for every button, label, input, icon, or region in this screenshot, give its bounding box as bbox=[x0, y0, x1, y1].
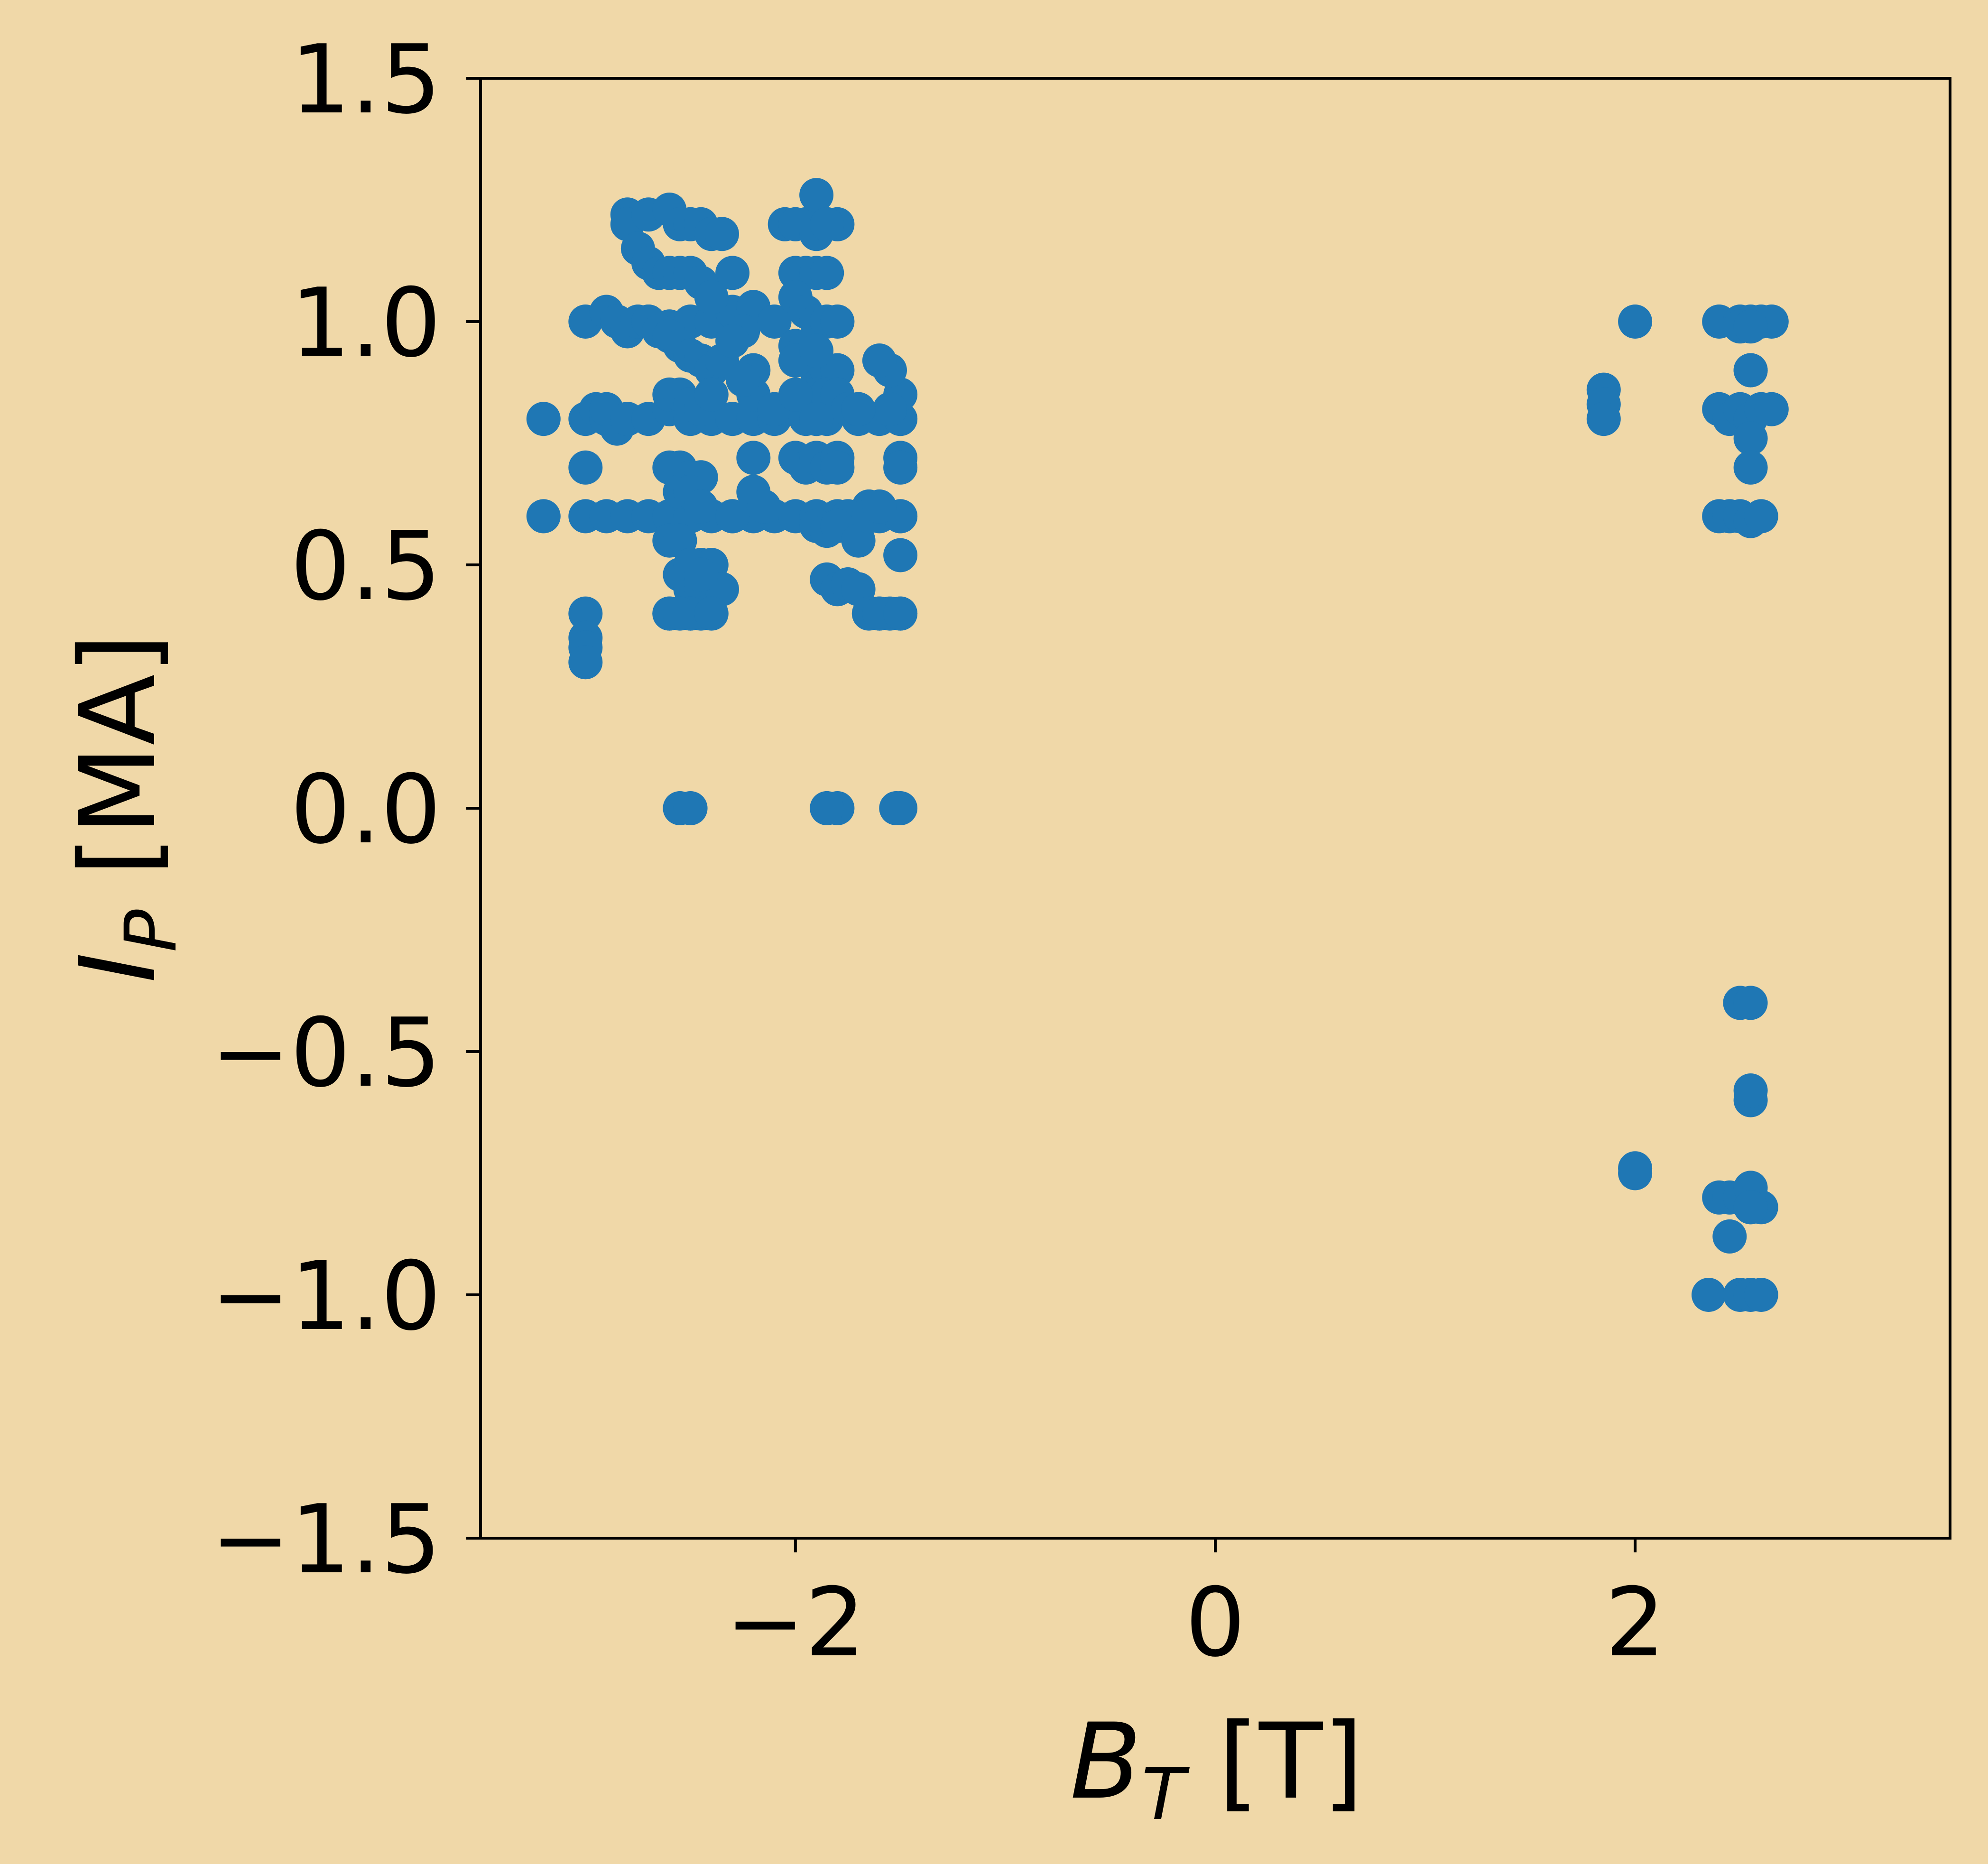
data-point bbox=[1733, 986, 1768, 1020]
data-point bbox=[1733, 421, 1768, 456]
data-point bbox=[684, 557, 718, 592]
y-axis-label: IP [MA] bbox=[57, 633, 193, 983]
data-point bbox=[568, 645, 603, 680]
data-point bbox=[883, 538, 918, 572]
data-point bbox=[705, 217, 739, 251]
x-axis-label-sub: T bbox=[1142, 1753, 1190, 1836]
y-tick-label: 0.5 bbox=[290, 511, 441, 622]
data-point bbox=[1754, 392, 1789, 426]
data-point bbox=[1712, 1219, 1747, 1254]
y-axis-ticks: −1.5 −1.0 −0.5 0.0 0.5 1.0 1.5 bbox=[211, 25, 481, 1595]
data-point bbox=[883, 450, 918, 485]
data-point bbox=[757, 305, 792, 339]
data-point bbox=[715, 324, 750, 358]
data-point bbox=[1618, 305, 1653, 339]
data-point bbox=[526, 402, 561, 436]
data-point bbox=[684, 489, 718, 524]
data-point bbox=[862, 343, 897, 378]
data-point bbox=[694, 377, 729, 412]
data-point bbox=[673, 791, 708, 825]
data-point bbox=[726, 363, 760, 397]
data-point bbox=[1733, 353, 1768, 388]
y-tick-label: −1.5 bbox=[211, 1485, 441, 1595]
y-axis-label-unit: [MA] bbox=[57, 633, 179, 876]
data-point bbox=[694, 280, 729, 314]
x-tick-label: −2 bbox=[725, 1568, 865, 1678]
data-point bbox=[799, 402, 834, 436]
y-axis-label-sub: P bbox=[110, 909, 193, 952]
data-point bbox=[1618, 1156, 1653, 1190]
data-point bbox=[1733, 1190, 1768, 1225]
x-axis-label-space bbox=[1185, 1701, 1218, 1822]
data-point bbox=[715, 256, 750, 290]
data-point bbox=[883, 596, 918, 631]
data-point bbox=[1692, 1278, 1726, 1312]
y-tick-label: 1.0 bbox=[290, 268, 441, 378]
y-axis-label-space bbox=[57, 876, 179, 909]
data-point bbox=[526, 499, 561, 534]
x-axis-label-main: B bbox=[1070, 1701, 1142, 1822]
data-point bbox=[799, 178, 834, 212]
data-point bbox=[1733, 450, 1768, 485]
data-point bbox=[1733, 1073, 1768, 1108]
data-point bbox=[841, 392, 876, 426]
y-tick-label: −1.0 bbox=[211, 1241, 441, 1352]
data-point bbox=[736, 441, 771, 475]
x-tick-label: 0 bbox=[1185, 1568, 1245, 1678]
data-point bbox=[862, 489, 897, 524]
data-point bbox=[810, 256, 844, 290]
data-point bbox=[568, 596, 603, 631]
data-point bbox=[820, 450, 855, 485]
scatter-points bbox=[526, 178, 1789, 1312]
data-point bbox=[810, 207, 844, 241]
data-point bbox=[879, 791, 914, 825]
y-axis-label-main: I bbox=[57, 952, 179, 983]
data-point bbox=[663, 596, 697, 631]
x-tick-label: 2 bbox=[1605, 1568, 1665, 1678]
data-point bbox=[820, 305, 855, 339]
data-point bbox=[1586, 402, 1621, 436]
data-point bbox=[1744, 499, 1778, 534]
x-axis-label: BT [T] bbox=[1070, 1701, 1364, 1836]
y-tick-label: 1.5 bbox=[290, 25, 441, 135]
data-point bbox=[810, 791, 844, 825]
data-point bbox=[1744, 1278, 1778, 1312]
data-point bbox=[747, 489, 781, 524]
data-point bbox=[799, 333, 834, 368]
data-point bbox=[778, 377, 813, 412]
data-point bbox=[568, 450, 603, 485]
y-tick-label: 0.0 bbox=[290, 755, 441, 865]
data-point bbox=[694, 596, 729, 631]
data-point bbox=[1733, 309, 1768, 344]
y-tick-label: −0.5 bbox=[211, 998, 441, 1108]
x-axis-label-unit: [T] bbox=[1218, 1701, 1363, 1822]
data-point bbox=[873, 392, 907, 426]
x-axis-ticks: −2 0 2 bbox=[725, 1538, 1665, 1678]
data-point bbox=[715, 499, 750, 534]
